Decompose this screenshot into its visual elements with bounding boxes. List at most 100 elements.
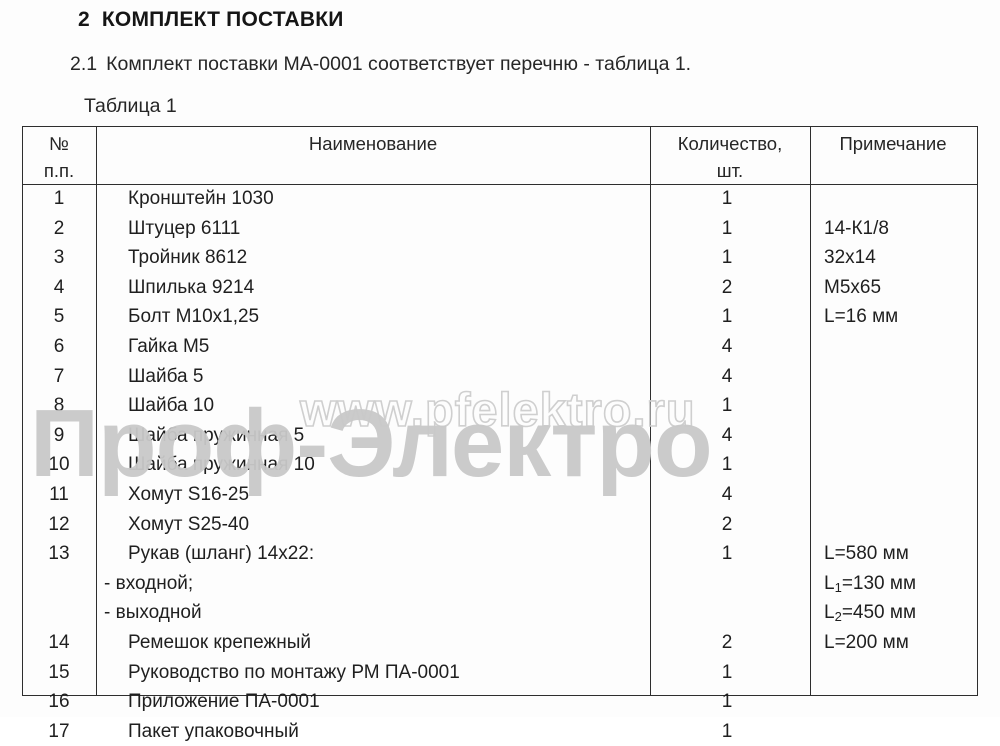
- cell-item-number: 12: [48, 513, 70, 535]
- cell-item-note: L=200 мм: [824, 631, 909, 653]
- cell-item-quantity: 4: [721, 365, 733, 387]
- cell-item-number: 14: [48, 631, 70, 653]
- cell-item-number: 9: [53, 424, 65, 446]
- cell-item-name: Шайба пружинная 10: [128, 454, 315, 476]
- cell-item-note: [810, 362, 976, 392]
- cell-item-number: 15: [48, 661, 70, 683]
- table-header-quantity: Количество, шт.: [650, 126, 810, 184]
- cell-item-name: Тройник 8612: [128, 247, 248, 269]
- cell-item-note: L=580 мм: [824, 543, 909, 565]
- table-header-number: № п.п.: [22, 126, 96, 184]
- cell-item-number: 5: [53, 306, 65, 328]
- cell-item-name: Болт М10х1,25: [128, 306, 260, 328]
- cell-item-quantity: 2: [721, 276, 733, 298]
- table-header-note: Примечание: [810, 126, 976, 184]
- cell-item-number: 4: [53, 276, 65, 298]
- cell-item-note: L2=450 мм: [824, 602, 917, 625]
- column-divider-3: [810, 126, 812, 696]
- cell-item-quantity: 1: [721, 454, 733, 476]
- cell-item-name: Кронштейн 1030: [128, 188, 274, 209]
- table-header-number-line1: №: [49, 133, 69, 154]
- table-caption: Таблица 1: [84, 95, 177, 117]
- cell-item-note: L1=130 мм: [824, 572, 917, 595]
- table-row: 7 Шайба 5 4: [22, 362, 978, 392]
- header-divider: [22, 184, 978, 186]
- table-header-name: Наименование: [96, 126, 650, 184]
- cell-item-number: 17: [48, 720, 70, 742]
- table-row: 6 Гайка М5 4: [22, 332, 978, 362]
- cell-item-number: 6: [53, 335, 65, 357]
- cell-item-name: Ремешок крепежный: [128, 631, 311, 653]
- clause-number: 2.1: [70, 53, 98, 75]
- table-row: 2 Штуцер 6111 1 14-К1/8: [22, 214, 978, 244]
- table-header-note-label: Примечание: [839, 133, 947, 154]
- cell-item-note: [810, 332, 976, 362]
- cell-item-note: [810, 687, 976, 717]
- table-row: - входной; L1=130 мм: [22, 569, 978, 599]
- cell-item-quantity: 4: [721, 424, 733, 446]
- cell-item-name: Приложение ПА-0001: [128, 691, 320, 713]
- cell-item-name: Штуцер 6111: [128, 217, 241, 239]
- cell-item-number: 13: [48, 543, 70, 565]
- cell-item-quantity: 2: [721, 631, 733, 653]
- table-row: 14 Ремешок крепежный 2 L=200 мм: [22, 628, 978, 658]
- cell-item-quantity: 4: [721, 335, 733, 357]
- table-header-quantity-line1: Количество,: [677, 133, 783, 154]
- cell-item-note: [810, 717, 976, 746]
- cell-item-note: 14-К1/8: [824, 217, 889, 239]
- cell-item-name: Хомут S25-40: [128, 513, 250, 535]
- column-divider-1: [96, 126, 98, 696]
- column-divider-2: [650, 126, 652, 696]
- table-row: 17 Пакет упаковочный 1: [22, 717, 978, 746]
- table-row: 3 Тройник 8612 1 32х14: [22, 243, 978, 273]
- cell-item-quantity: 1: [721, 395, 733, 417]
- cell-item-name: Шайба пружинная 5: [128, 424, 305, 446]
- table-frame: [22, 126, 978, 696]
- cell-item-quantity: 4: [721, 483, 733, 505]
- cell-item-number: [22, 569, 96, 599]
- cell-item-note: [810, 480, 976, 510]
- cell-item-quantity: [650, 569, 810, 599]
- table-row: 10 Шайба пружинная 10 1: [22, 450, 978, 480]
- table-row: 13 Рукав (шланг) 14х22: 1 L=580 мм: [22, 539, 978, 569]
- table-header-name-label: Наименование: [308, 133, 438, 154]
- cell-item-number: 10: [48, 454, 70, 476]
- cell-item-note: L=16 мм: [824, 306, 899, 328]
- cell-item-quantity: 1: [721, 691, 733, 713]
- cell-item-quantity: 1: [721, 306, 733, 328]
- cell-item-number: 7: [53, 365, 65, 387]
- cell-item-quantity: 1: [721, 188, 733, 209]
- cell-item-name: - входной;: [104, 572, 194, 594]
- table-row: 9 Шайба пружинная 5 4: [22, 421, 978, 451]
- table-row: 15 Руководство по монтажу РМ ПА-0001 1: [22, 658, 978, 688]
- cell-item-number: [22, 598, 96, 628]
- page-background: [0, 0, 1000, 717]
- cell-item-note: М5х65: [824, 276, 882, 298]
- cell-item-number: 16: [48, 691, 70, 713]
- clause-paragraph: 2.1 Комплект поставки МА-0001 соответству…: [70, 53, 691, 76]
- cell-item-note: 32х14: [824, 247, 876, 269]
- cell-item-note: [810, 450, 976, 480]
- cell-item-quantity: [650, 598, 810, 628]
- table-row: 8 Шайба 10 1: [22, 391, 978, 421]
- table-header-number-line2: п.п.: [43, 160, 75, 181]
- table-header-quantity-line2: шт.: [716, 160, 744, 181]
- cell-item-name: - выходной: [104, 602, 202, 624]
- cell-item-quantity: 1: [721, 247, 733, 269]
- clause-text: Комплект поставки МА-0001 соответствует …: [106, 53, 692, 75]
- table-row: 1 Кронштейн 1030 1: [22, 184, 978, 214]
- cell-item-note: [810, 421, 976, 451]
- delivery-set-table: № п.п. Наименование Количество, шт. Прим…: [22, 126, 978, 742]
- cell-item-quantity: 2: [721, 513, 733, 535]
- cell-item-name: Рукав (шланг) 14х22:: [128, 543, 315, 565]
- page-title: 2 КОМПЛЕКТ ПОСТАВКИ: [78, 8, 344, 32]
- cell-item-quantity: 1: [721, 217, 733, 239]
- cell-item-name: Шайба 5: [128, 365, 204, 387]
- table-row: 12 Хомут S25-40 2: [22, 510, 978, 540]
- page-title-number: 2: [78, 8, 90, 31]
- cell-item-number: 8: [53, 395, 65, 417]
- cell-item-number: 3: [53, 247, 65, 269]
- cell-item-quantity: 1: [721, 720, 733, 742]
- table-row: - выходной L2=450 мм: [22, 598, 978, 628]
- cell-item-note: [810, 391, 976, 421]
